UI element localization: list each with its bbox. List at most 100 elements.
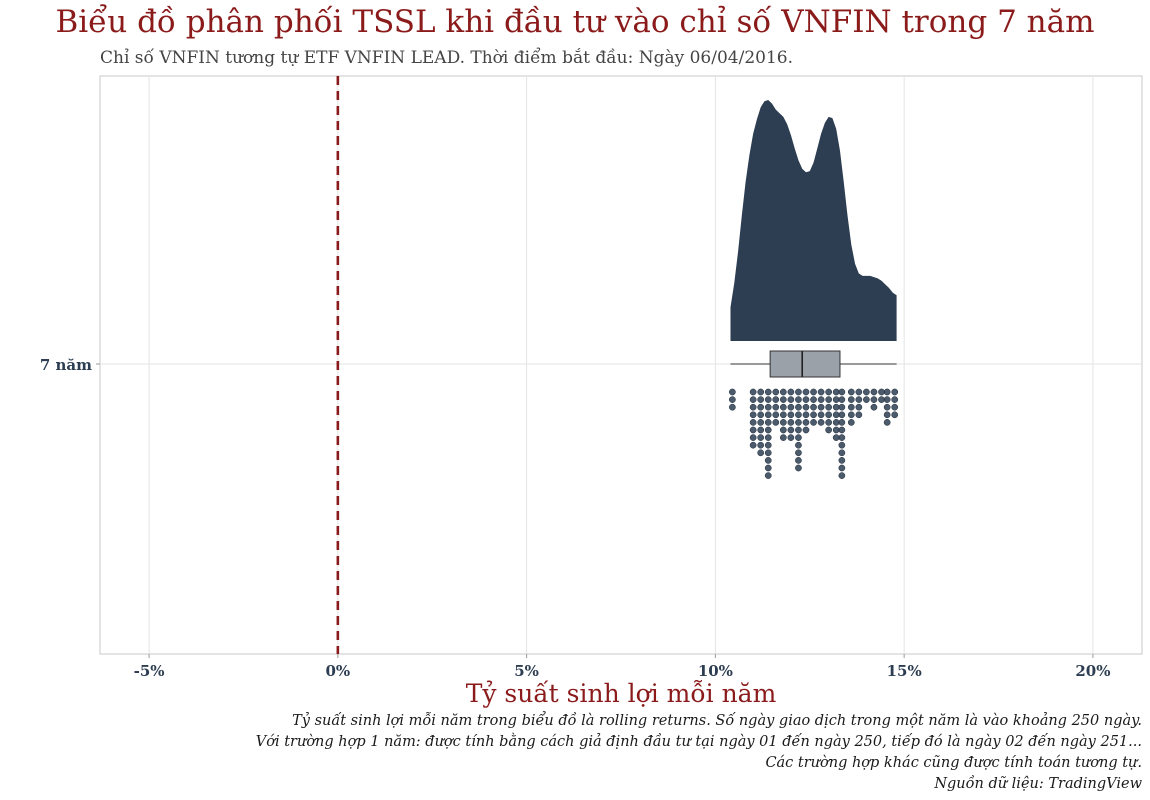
dot-point [779, 403, 787, 411]
dot-point [795, 449, 802, 457]
dot-point [764, 441, 772, 449]
dot-point [802, 426, 810, 434]
dot-point [795, 419, 802, 426]
chart-subtitle: Chỉ số VNFIN tương tự ETF VNFIN LEAD. Th… [100, 48, 793, 68]
axis-group: -5% 0% 5% 10% 15% 20% 7 năm Tỷ suất sinh lợi mỗ… [40, 356, 1111, 708]
chart-title: Biểu đồ phân phối TSSL khi đầu tư vào ch… [55, 4, 1095, 40]
dot-point [779, 434, 787, 441]
dot-point [878, 388, 885, 396]
dot-point [757, 449, 765, 457]
dot-point [855, 403, 863, 411]
dot-point [838, 426, 846, 434]
dot-point [749, 396, 757, 403]
dot-point [838, 388, 846, 396]
dot-point [847, 419, 855, 426]
dot-point [795, 396, 802, 403]
dot-point [832, 419, 840, 426]
boxplot-group [730, 350, 897, 378]
dot-point [787, 411, 795, 419]
caption-line-3: Các trường hợp khác cũng được tính toán … [765, 755, 1142, 771]
dot-point [817, 419, 825, 426]
dot-point [883, 411, 891, 419]
dot-point [729, 396, 736, 403]
dot-point [825, 403, 832, 411]
dot-point [891, 403, 899, 411]
dot-point [838, 457, 846, 464]
dot-point [749, 441, 757, 449]
dot-point [810, 403, 817, 411]
x-tick-label: 0% [325, 662, 350, 680]
dot-point [847, 411, 855, 419]
dot-point [787, 434, 795, 441]
dot-point [825, 396, 832, 403]
dot-point [757, 441, 765, 449]
dot-point [838, 403, 846, 411]
x-tick-label: 15% [887, 662, 922, 680]
dot-point [779, 419, 787, 426]
dot-point [891, 396, 899, 403]
dot-point [802, 419, 810, 426]
dot-point [838, 434, 846, 441]
dot-point [779, 396, 787, 403]
dot-point [870, 396, 878, 403]
dot-point [825, 411, 832, 419]
dot-point [764, 426, 772, 434]
dot-point [891, 411, 899, 419]
dot-point [802, 403, 810, 411]
dot-point [795, 457, 802, 464]
dot-point [802, 411, 810, 419]
dot-point [764, 457, 772, 464]
dot-point [838, 472, 846, 479]
dot-point [757, 411, 765, 419]
dot-point [787, 426, 795, 434]
dot-point [825, 388, 832, 396]
caption-line-1: Tỷ suất sinh lợi mỗi năm trong biểu đồ l… [292, 713, 1142, 729]
dot-point [870, 403, 878, 411]
dot-point [764, 411, 772, 419]
dot-point [787, 419, 795, 426]
dot-point [749, 388, 757, 396]
x-tick-label: 5% [514, 662, 539, 680]
dot-point [817, 388, 825, 396]
dot-point [757, 426, 765, 434]
dot-point [779, 388, 787, 396]
dot-point [802, 388, 810, 396]
dot-point [772, 419, 780, 426]
dot-point [883, 396, 891, 403]
dot-point [810, 411, 817, 419]
dot-point [795, 403, 802, 411]
caption: Tỷ suất sinh lợi mỗi năm trong biểu đồ l… [256, 711, 1142, 795]
dotplot-group [729, 388, 899, 479]
dot-point [855, 411, 863, 419]
dot-point [863, 396, 870, 403]
dot-point [847, 403, 855, 411]
dot-point [810, 396, 817, 403]
dot-point [764, 419, 772, 426]
dot-point [757, 403, 765, 411]
dot-point [795, 426, 802, 434]
dot-point [772, 396, 780, 403]
dot-point [764, 464, 772, 472]
dot-point [817, 403, 825, 411]
x-tick-label: 10% [698, 662, 733, 680]
dot-point [825, 419, 832, 426]
dot-point [855, 388, 863, 396]
dot-point [817, 396, 825, 403]
dot-point [757, 388, 765, 396]
dot-point [764, 388, 772, 396]
dot-point [832, 411, 840, 419]
dot-point [795, 388, 802, 396]
dot-point [847, 396, 855, 403]
dot-point [870, 388, 878, 396]
dot-point [878, 396, 885, 403]
dot-point [795, 441, 802, 449]
dot-point [749, 403, 757, 411]
dot-point [838, 411, 846, 419]
x-axis-title: Tỷ suất sinh lợi mỗi năm [466, 679, 777, 708]
dot-point [749, 419, 757, 426]
dot-point [883, 388, 891, 396]
plot-panel [99, 75, 1143, 655]
dot-point [802, 396, 810, 403]
dot-point [832, 403, 840, 411]
